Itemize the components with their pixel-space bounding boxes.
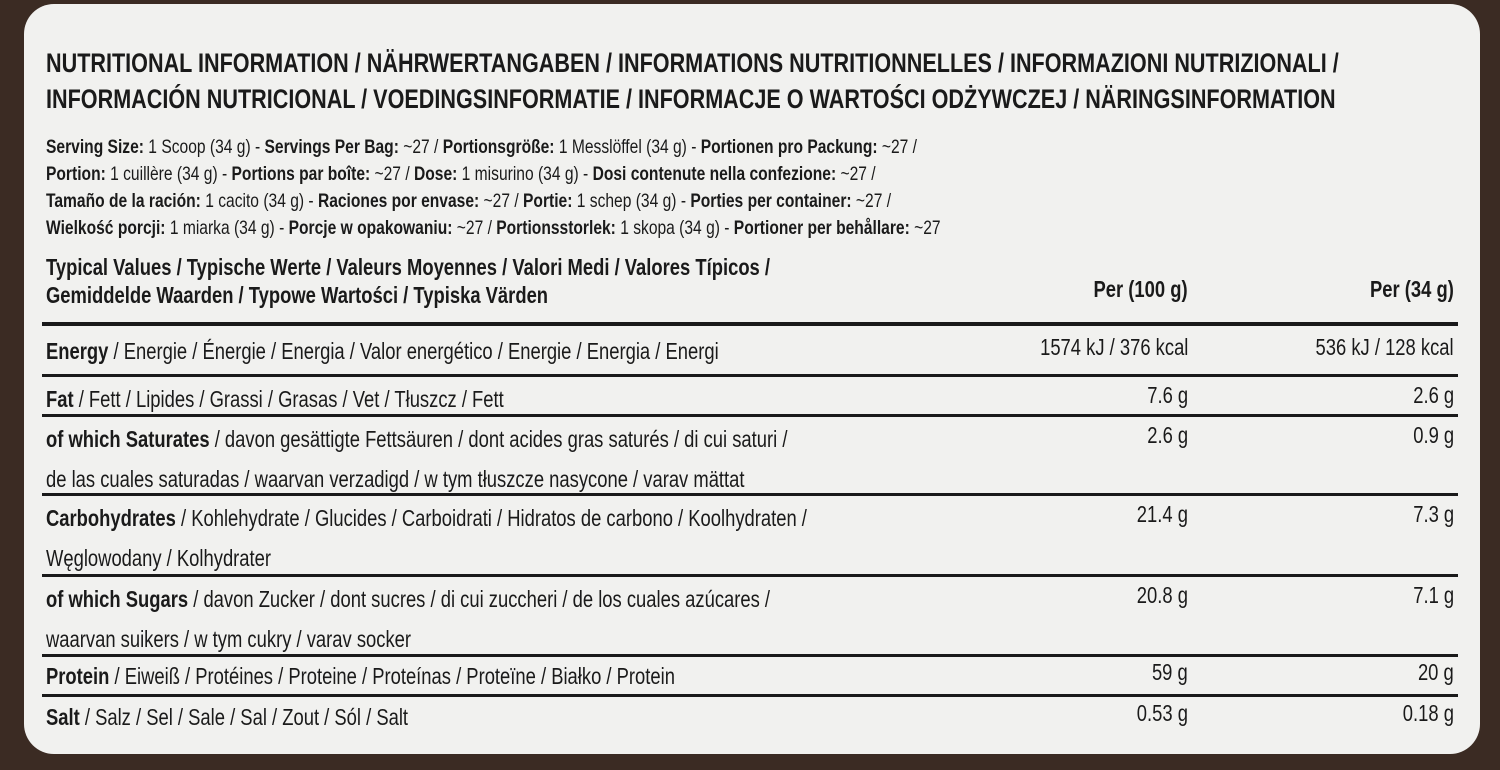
- serving-key: Portioner per behållare:: [733, 217, 910, 239]
- value-per-34g: 2.6 g: [1413, 382, 1454, 408]
- serving-key: Porcje w opakowaniu:: [288, 217, 453, 239]
- nutrient-name: of which Sugars: [46, 586, 189, 612]
- nutrient-translations-2: waarvan suikers / w tym cukry / varav so…: [46, 626, 412, 652]
- table-row: of which Sugars / davon Zucker / dont su…: [42, 582, 1458, 652]
- value-per-34g: 7.1 g: [1413, 582, 1454, 608]
- serving-line: Serving Size: 1 Scoop (34 g) - Servings …: [46, 136, 1135, 159]
- nutrient-translations: / Kohlehydrate / Glucides / Carboidrati …: [175, 505, 807, 531]
- nutrient-name: Fat: [46, 386, 74, 412]
- table-row: Fat / Fett / Lipides / Grassi / Grasas /…: [42, 382, 1458, 452]
- table-row: Protein / Eiweiß / Protéines / Proteine …: [42, 659, 1458, 729]
- serving-value: 1 misurino (34 g) -: [457, 163, 593, 185]
- row-divider: [42, 694, 1458, 697]
- serving-key: Portie:: [523, 190, 573, 212]
- serving-value: 1 skopa (34 g) -: [615, 217, 734, 239]
- serving-key: Dose:: [413, 163, 458, 185]
- serving-line: Portion: 1 cuillère (34 g) - Portions pa…: [46, 163, 1083, 186]
- nutrient-translations: / Salz / Sel / Sale / Sal / Zout / Sól /…: [79, 704, 409, 730]
- serving-key: Portion:: [46, 163, 106, 185]
- value-per-34g: 0.9 g: [1413, 422, 1454, 448]
- value-per-100g: 59 g: [1152, 659, 1188, 685]
- nutrient-translations: / davon Zucker / dont sucres / di cui zu…: [188, 586, 771, 612]
- serving-key: Dosi contenute nella confezione:: [592, 163, 837, 185]
- column-per-34g: Per (34 g): [1370, 276, 1454, 302]
- serving-value: ~27 /: [452, 217, 497, 239]
- row-divider: [42, 374, 1458, 377]
- nutrient-translations: / davon gesättigte Fettsäuren / dont aci…: [209, 426, 788, 452]
- serving-key: Portionsstorlek:: [496, 217, 616, 239]
- serving-value: ~27 /: [370, 163, 414, 185]
- column-per-100g: Per (100 g): [1093, 276, 1188, 302]
- serving-key: Serving Size:: [46, 136, 144, 158]
- serving-value: ~27 /: [877, 136, 918, 158]
- value-per-34g: 20 g: [1418, 659, 1454, 685]
- serving-line: Tamaño de la ración: 1 cacito (34 g) - R…: [46, 190, 1102, 213]
- table-row: Salt / Salz / Sel / Sale / Sal / Zout / …: [42, 700, 1458, 770]
- nutrient-name: of which Saturates: [46, 426, 210, 452]
- table-row: of which Saturates / davon gesättigte Fe…: [42, 422, 1458, 492]
- serving-line: Wielkość porcji: 1 miarka (34 g) - Porcj…: [46, 217, 1164, 240]
- row-divider: [42, 574, 1458, 577]
- nutrient-translations-2: Węglowodany / Kolhydrater: [46, 545, 272, 571]
- serving-key: Porties per container:: [690, 190, 852, 212]
- header-line-1: Typical Values / Typische Werte / Valeur…: [46, 254, 771, 280]
- nutrient-translations-2: de las cuales saturadas / waarvan verzad…: [46, 466, 745, 492]
- value-per-100g: 1574 kJ / 376 kcal: [1039, 334, 1188, 360]
- serving-value: 1 miarka (34 g) -: [165, 217, 289, 239]
- serving-key: Wielkość porcji:: [46, 217, 166, 239]
- serving-key: Tamaño de la ración:: [46, 190, 201, 212]
- nutrient-name: Protein: [46, 663, 110, 689]
- table-header: Typical Values / Typische Werte / Valeur…: [42, 254, 1458, 314]
- serving-key: Servings Per Bag:: [264, 136, 399, 158]
- value-per-100g: 0.53 g: [1136, 700, 1188, 726]
- serving-value: 1 Messlöffel (34 g) -: [554, 136, 701, 158]
- table-row: Energy / Energie / Énergie / Energia / V…: [42, 334, 1458, 404]
- serving-value: ~27 /: [398, 136, 443, 158]
- value-per-100g: 7.6 g: [1147, 382, 1188, 408]
- value-per-100g: 21.4 g: [1136, 501, 1188, 527]
- serving-key: Portions par boîte:: [231, 163, 371, 185]
- value-per-34g: 7.3 g: [1413, 501, 1454, 527]
- header-rule: [42, 322, 1458, 326]
- value-per-34g: 0.18 g: [1402, 700, 1454, 726]
- serving-key: Raciones por envase:: [317, 190, 480, 212]
- serving-value: ~27 /: [479, 190, 524, 212]
- nutrient-translations: / Fett / Lipides / Grassi / Grasas / Vet…: [73, 386, 504, 412]
- value-per-34g: 536 kJ / 128 kcal: [1315, 334, 1454, 360]
- serving-value: 1 Scoop (34 g) -: [143, 136, 265, 158]
- row-divider: [42, 493, 1458, 496]
- value-per-100g: 2.6 g: [1147, 422, 1188, 448]
- nutrient-translations: / Energie / Énergie / Energia / Valor en…: [108, 338, 719, 364]
- row-divider: [42, 654, 1458, 657]
- nutrition-label: NUTRITIONAL INFORMATION / NÄHRWERTANGABE…: [24, 4, 1480, 754]
- serving-value: ~27 /: [851, 190, 892, 212]
- value-per-100g: 20.8 g: [1136, 582, 1188, 608]
- serving-value: ~27: [909, 217, 941, 239]
- title-line-1: NUTRITIONAL INFORMATION / NÄHRWERTANGABE…: [46, 48, 1339, 78]
- serving-value: ~27 /: [836, 163, 876, 185]
- row-divider: [42, 414, 1458, 417]
- table-row: Carbohydrates / Kohlehydrate / Glucides …: [42, 501, 1458, 571]
- title-line-2: INFORMACIÓN NUTRICIONAL / VOEDINGSINFORM…: [46, 84, 1336, 114]
- nutrient-name: Salt: [46, 704, 80, 730]
- serving-value: 1 cuillère (34 g) -: [105, 163, 232, 185]
- serving-key: Portionen pro Packung:: [700, 136, 878, 158]
- nutrient-translations: / Eiweiß / Protéines / Proteine / Proteí…: [109, 663, 675, 689]
- serving-value: 1 cacito (34 g) -: [200, 190, 318, 212]
- serving-value: 1 schep (34 g) -: [572, 190, 691, 212]
- serving-key: Portionsgröße:: [442, 136, 555, 158]
- nutrient-name: Carbohydrates: [46, 505, 176, 531]
- header-line-2: Gemiddelde Waarden / Typowe Wartości / T…: [46, 282, 549, 308]
- nutrient-name: Energy: [46, 338, 109, 364]
